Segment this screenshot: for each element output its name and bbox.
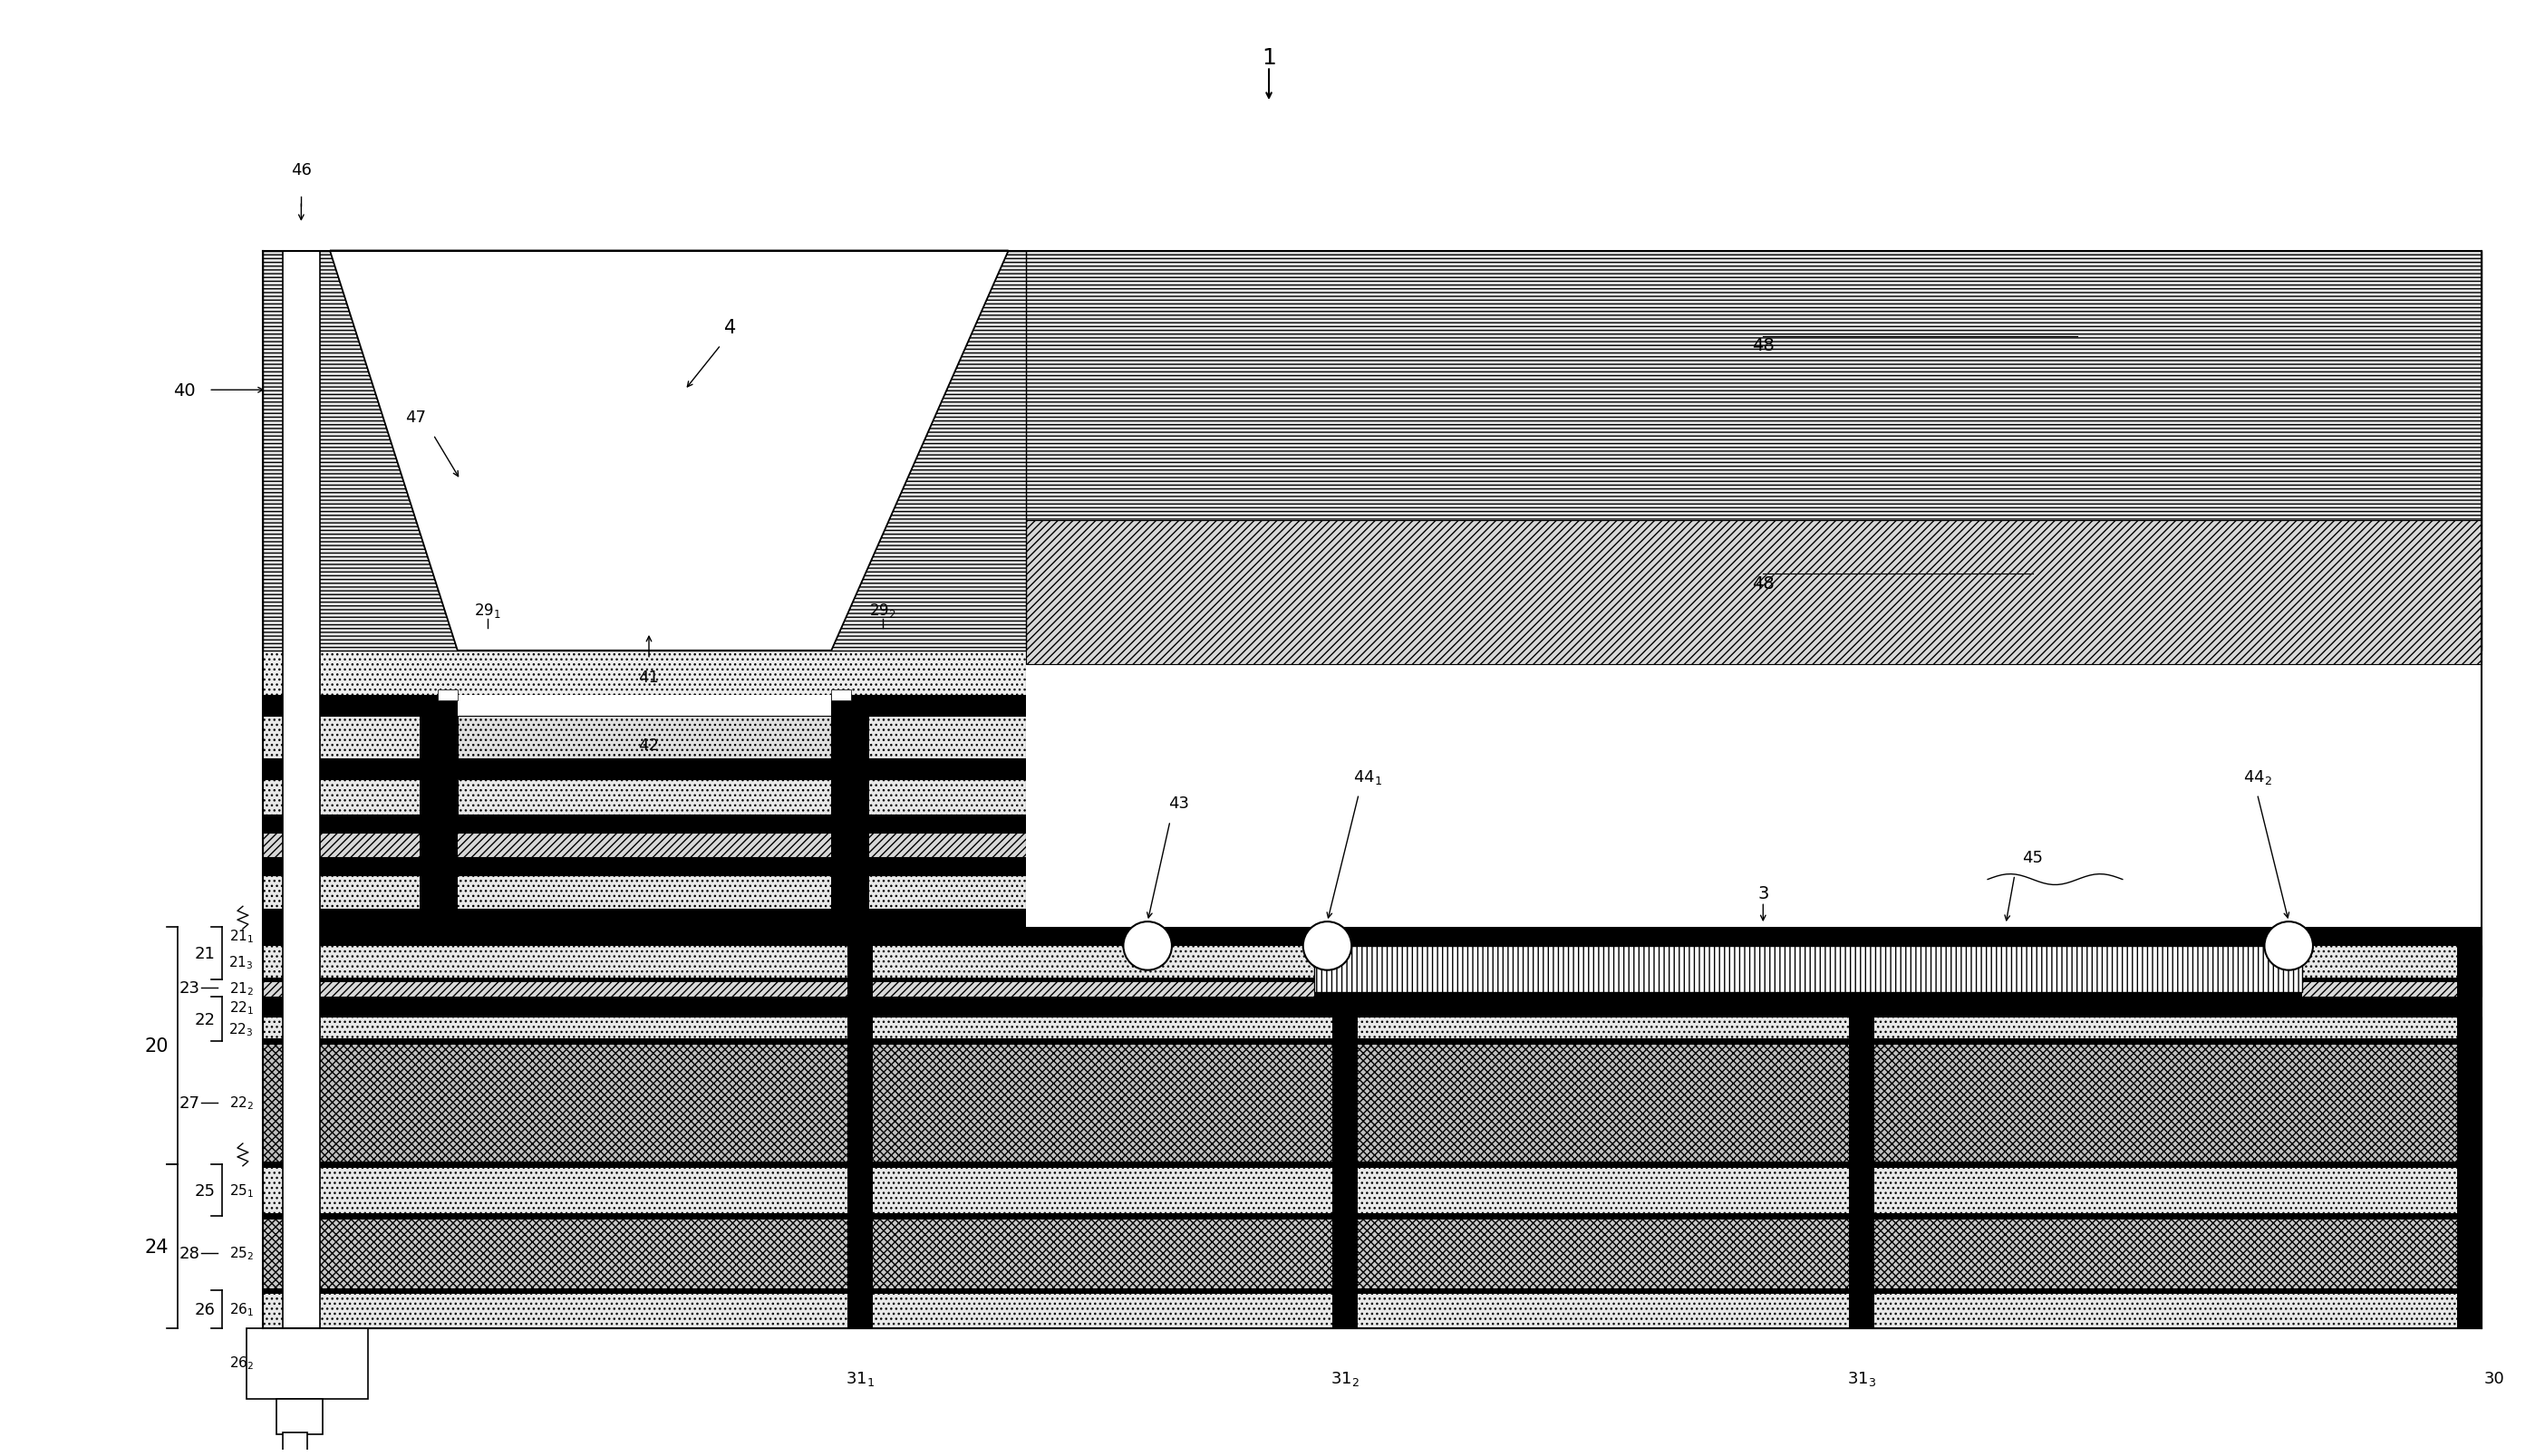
Text: 31$_1$: 31$_1$: [845, 1369, 875, 1388]
Bar: [458, 696, 832, 815]
Text: $\mathregular{21_1}$: $\mathregular{21_1}$: [229, 927, 255, 945]
Text: 45: 45: [2023, 849, 2044, 865]
Text: $\mathregular{22_1}$: $\mathregular{22_1}$: [229, 999, 255, 1016]
Bar: [262, 997, 2481, 1018]
Bar: [262, 910, 1026, 927]
Bar: [458, 759, 832, 779]
Text: 46: 46: [290, 163, 310, 179]
Bar: [262, 779, 1026, 815]
Bar: [275, 1399, 323, 1434]
Bar: [247, 1328, 366, 1399]
Bar: [262, 651, 1026, 927]
Text: 40: 40: [173, 381, 196, 399]
Text: 48: 48: [1751, 575, 1774, 593]
Text: 22: 22: [193, 1010, 214, 1028]
Bar: [262, 716, 1026, 759]
Bar: [262, 858, 1026, 875]
Bar: [282, 1433, 308, 1450]
Text: $\mathregular{25_2}$: $\mathregular{25_2}$: [229, 1245, 255, 1261]
Text: 31$_2$: 31$_2$: [1331, 1369, 1359, 1388]
Bar: [847, 927, 873, 1328]
Text: 30: 30: [2484, 1370, 2504, 1386]
Bar: [262, 977, 2481, 981]
Text: 29$_1$: 29$_1$: [473, 601, 501, 619]
Text: 31$_3$: 31$_3$: [1848, 1369, 1876, 1388]
Text: 44$_1$: 44$_1$: [1354, 767, 1382, 786]
Bar: [1313, 992, 2303, 1003]
Bar: [1026, 252, 2481, 521]
Bar: [1026, 521, 2481, 664]
Text: 43: 43: [1168, 795, 1189, 811]
Text: 25: 25: [193, 1182, 214, 1198]
Bar: [420, 696, 458, 927]
Bar: [1850, 927, 1876, 1328]
Text: 3: 3: [1759, 885, 1769, 901]
Bar: [262, 252, 1026, 651]
Bar: [262, 945, 2481, 980]
Bar: [262, 833, 1026, 858]
Bar: [262, 1041, 2481, 1165]
Text: 48: 48: [1751, 336, 1774, 354]
Bar: [458, 716, 832, 759]
Bar: [262, 875, 1026, 910]
Bar: [262, 1216, 2481, 1290]
Text: 29$_2$: 29$_2$: [870, 601, 896, 619]
Text: 1: 1: [1262, 48, 1275, 70]
Bar: [262, 1214, 2481, 1220]
Text: 44$_2$: 44$_2$: [2242, 767, 2273, 786]
Bar: [262, 696, 1026, 716]
Circle shape: [1303, 922, 1351, 970]
Text: 28: 28: [178, 1245, 199, 1261]
Text: 27: 27: [178, 1095, 199, 1111]
Text: 47: 47: [405, 409, 425, 425]
Circle shape: [2265, 922, 2313, 970]
Text: 20: 20: [145, 1037, 168, 1054]
Text: 41: 41: [639, 670, 659, 686]
Text: 24: 24: [145, 1238, 168, 1255]
Bar: [438, 690, 458, 702]
Text: 26: 26: [193, 1302, 214, 1318]
Bar: [262, 1165, 2481, 1216]
Text: $\mathregular{25_1}$: $\mathregular{25_1}$: [229, 1182, 255, 1198]
Text: 4: 4: [723, 319, 736, 336]
Bar: [262, 980, 2481, 997]
Text: $\mathregular{21_2}$: $\mathregular{21_2}$: [229, 980, 255, 997]
Bar: [262, 1289, 2481, 1293]
Text: $\mathregular{22_2}$: $\mathregular{22_2}$: [229, 1095, 255, 1111]
Text: 21: 21: [193, 945, 214, 961]
Polygon shape: [331, 252, 1008, 651]
Text: $\mathregular{21_3}$: $\mathregular{21_3}$: [229, 954, 255, 971]
Bar: [262, 1162, 2481, 1168]
Bar: [262, 1038, 2481, 1045]
Text: $\mathregular{26_1}$: $\mathregular{26_1}$: [229, 1300, 255, 1318]
Bar: [262, 651, 1026, 696]
Text: 42: 42: [639, 737, 659, 753]
Bar: [458, 779, 832, 815]
Bar: [262, 927, 2481, 945]
Bar: [1026, 252, 2481, 651]
Bar: [1334, 927, 1359, 1328]
Bar: [1026, 664, 2481, 927]
Text: $\mathregular{26_2}$: $\mathregular{26_2}$: [229, 1354, 255, 1372]
Bar: [262, 759, 1026, 779]
Text: $\mathregular{22_3}$: $\mathregular{22_3}$: [229, 1021, 255, 1038]
Bar: [262, 1290, 2481, 1328]
Polygon shape: [331, 252, 1008, 651]
Bar: [832, 690, 850, 702]
Bar: [282, 252, 321, 1393]
Bar: [1313, 946, 2303, 993]
Text: 23: 23: [178, 980, 199, 996]
Bar: [262, 815, 1026, 833]
Bar: [2456, 927, 2481, 1328]
Circle shape: [1122, 922, 1171, 970]
Bar: [262, 1018, 2481, 1041]
Bar: [262, 252, 1026, 651]
Bar: [832, 696, 868, 927]
